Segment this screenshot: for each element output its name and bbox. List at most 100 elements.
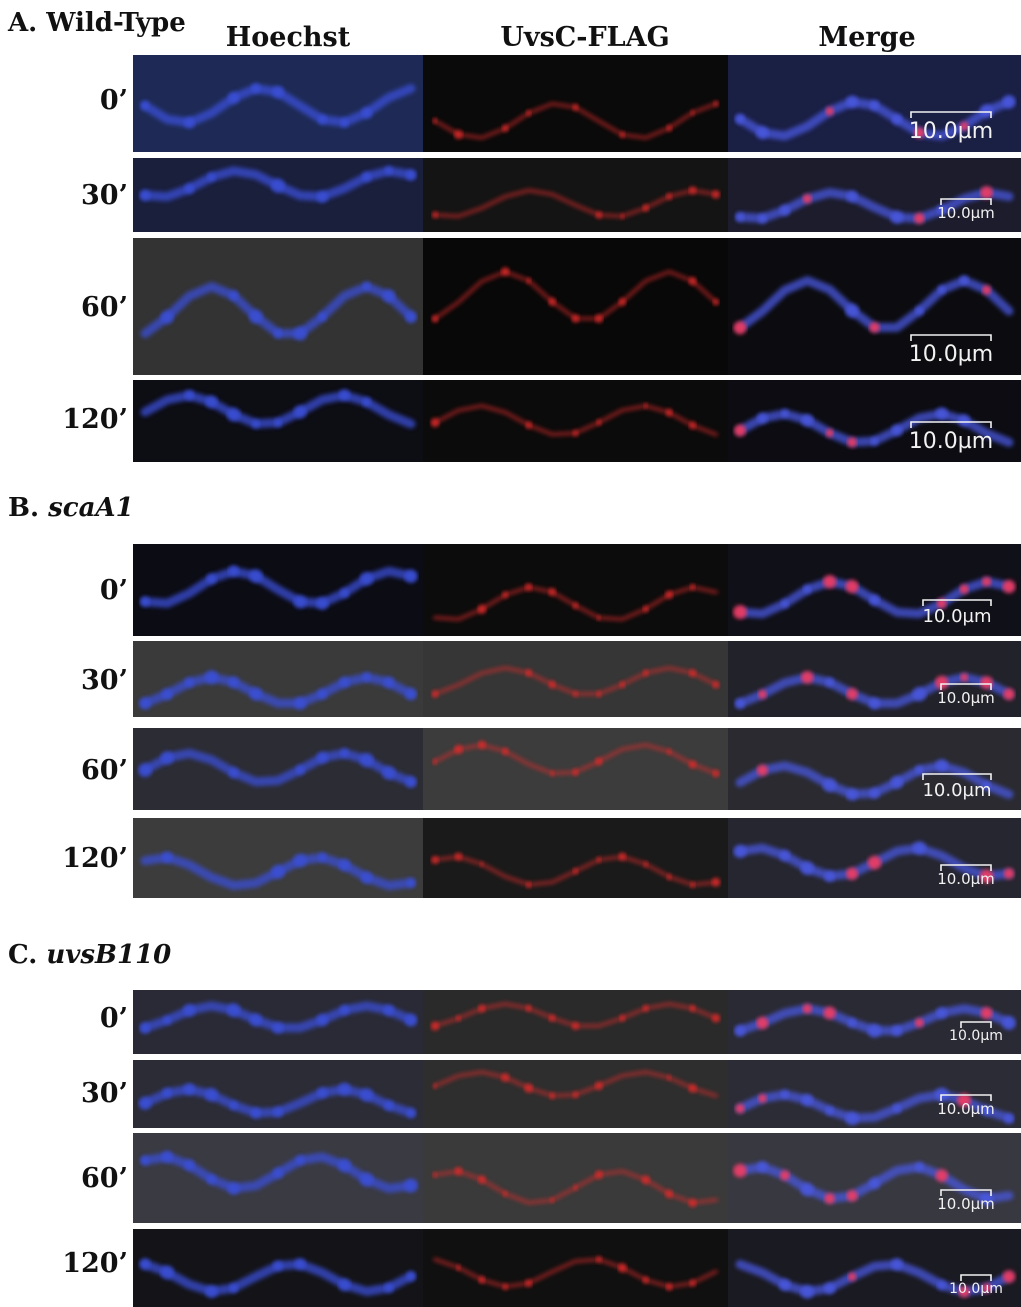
time-label: 30’ — [81, 1078, 128, 1109]
merge-panel: 10.0µm — [728, 728, 1021, 810]
scale-bar — [910, 421, 992, 428]
column-header-hoechst: Hoechst — [225, 22, 351, 53]
hoechst-panel — [133, 818, 423, 898]
merge-panel: 10.0µm — [728, 380, 1021, 462]
time-label: 0’ — [99, 85, 128, 116]
microscopy-panels: 10.0µm — [133, 818, 1021, 898]
scale-bar — [940, 864, 992, 871]
uvsc-flag-panel — [423, 544, 728, 636]
microscopy-panels: 10.0µm — [133, 990, 1021, 1054]
section-title-c: C. uvsB110 — [8, 940, 171, 970]
merge-panel: 10.0µm — [728, 1133, 1021, 1223]
uvsc-flag-panel — [423, 238, 728, 375]
scale-bar — [960, 1021, 992, 1028]
scale-bar-label: 10.0µm — [949, 1281, 1003, 1297]
scale-bar — [940, 1189, 992, 1196]
hoechst-panel — [133, 1133, 423, 1223]
microscopy-panels: 10.0µm — [133, 544, 1021, 636]
microscopy-panels: 10.0µm — [133, 1229, 1021, 1307]
hoechst-panel — [133, 1229, 423, 1307]
scale-bar — [940, 683, 992, 690]
scale-bar-label: 10.0µm — [909, 119, 993, 144]
merge-panel: 10.0µm — [728, 1229, 1021, 1307]
merge-panel: 10.0µm — [728, 641, 1021, 717]
section-prefix: C. — [8, 940, 38, 970]
uvsc-flag-panel — [423, 1229, 728, 1307]
time-label: 30’ — [81, 180, 128, 211]
uvsc-flag-panel — [423, 728, 728, 810]
microscopy-panels: 10.0µm — [133, 238, 1021, 375]
image-row: 10.0µm — [133, 238, 1021, 375]
merge-panel: 10.0µm — [728, 990, 1021, 1054]
microscopy-panels: 10.0µm — [133, 55, 1021, 152]
microscopy-panels: 10.0µm — [133, 1060, 1021, 1128]
scale-bar-label: 10.0µm — [909, 429, 993, 454]
scale-bar — [910, 334, 992, 341]
uvsc-flag-panel — [423, 990, 728, 1054]
microscopy-panels: 10.0µm — [133, 641, 1021, 717]
uvsc-flag-panel — [423, 55, 728, 152]
uvsc-flag-panel — [423, 1060, 728, 1128]
time-label: 60’ — [81, 292, 128, 323]
section-name: Wild-Type — [46, 8, 186, 38]
scale-bar-label: 10.0µm — [949, 1028, 1003, 1044]
hoechst-panel — [133, 380, 423, 462]
microscopy-panels: 10.0µm — [133, 728, 1021, 810]
scale-bar-label: 10.0µm — [909, 342, 993, 367]
time-label: 30’ — [81, 665, 128, 696]
microscopy-panels: 10.0µm — [133, 380, 1021, 462]
image-row: 10.0µm — [133, 1133, 1021, 1223]
image-row: 10.0µm — [133, 1229, 1021, 1307]
time-label: 120’ — [62, 1248, 128, 1279]
uvsc-flag-panel — [423, 641, 728, 717]
image-row: 10.0µm — [133, 544, 1021, 636]
scale-bar — [960, 1274, 992, 1281]
hoechst-panel — [133, 158, 423, 232]
scale-bar-label: 10.0µm — [937, 870, 995, 888]
scale-bar — [910, 111, 992, 118]
hoechst-panel — [133, 641, 423, 717]
image-row: 10.0µm — [133, 55, 1021, 152]
scale-bar — [922, 773, 992, 780]
merge-panel: 10.0µm — [728, 55, 1021, 152]
scale-bar-label: 10.0µm — [937, 689, 995, 707]
uvsc-flag-panel — [423, 380, 728, 462]
hoechst-panel — [133, 238, 423, 375]
hoechst-panel — [133, 990, 423, 1054]
time-label: 0’ — [99, 575, 128, 606]
section-name: scaA1 — [48, 493, 134, 523]
hoechst-panel — [133, 55, 423, 152]
scale-bar — [940, 1094, 992, 1101]
section-prefix: B. — [8, 493, 40, 523]
time-label: 60’ — [81, 1163, 128, 1194]
merge-panel: 10.0µm — [728, 818, 1021, 898]
merge-panel: 10.0µm — [728, 238, 1021, 375]
section-title-b: B. scaA1 — [8, 493, 134, 523]
merge-panel: 10.0µm — [728, 158, 1021, 232]
scale-bar — [940, 198, 992, 205]
uvsc-flag-panel — [423, 1133, 728, 1223]
merge-panel: 10.0µm — [728, 1060, 1021, 1128]
image-row: 10.0µm — [133, 990, 1021, 1054]
image-row: 10.0µm — [133, 641, 1021, 717]
image-row: 10.0µm — [133, 1060, 1021, 1128]
microscopy-panels: 10.0µm — [133, 158, 1021, 232]
column-header-merge: Merge — [818, 22, 916, 53]
scale-bar — [922, 599, 992, 606]
scale-bar-label: 10.0µm — [922, 606, 991, 627]
scale-bar-label: 10.0µm — [937, 204, 995, 222]
time-label: 120’ — [62, 843, 128, 874]
scale-bar-label: 10.0µm — [937, 1100, 995, 1118]
hoechst-panel — [133, 728, 423, 810]
uvsc-flag-panel — [423, 158, 728, 232]
image-row: 10.0µm — [133, 380, 1021, 462]
uvsc-flag-panel — [423, 818, 728, 898]
column-header-uvsc-flag: UvsC-FLAG — [500, 22, 670, 53]
image-row: 10.0µm — [133, 818, 1021, 898]
image-row: 10.0µm — [133, 158, 1021, 232]
hoechst-panel — [133, 1060, 423, 1128]
merge-panel: 10.0µm — [728, 544, 1021, 636]
image-row: 10.0µm — [133, 728, 1021, 810]
section-title-a: A. Wild-Type — [8, 8, 186, 38]
time-label: 120’ — [62, 404, 128, 435]
